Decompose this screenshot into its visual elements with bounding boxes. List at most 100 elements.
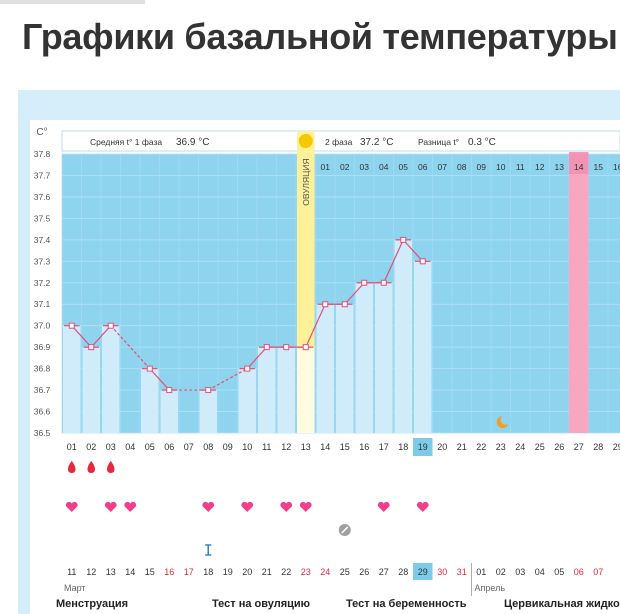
temperature-line-segment	[344, 282, 365, 305]
heart-icon	[241, 501, 254, 512]
cycle-day-label: 18	[398, 442, 408, 452]
legend-pregnancy-test[interactable]: Тест на беременность	[346, 598, 467, 610]
temperature-point[interactable]	[302, 344, 309, 351]
phase2-day-label: 09	[477, 162, 487, 172]
cycle-day-label: 29	[613, 442, 620, 452]
date-label: 30	[437, 567, 447, 577]
selected-day-cell	[413, 438, 433, 456]
phase1-value: 36.9 °C	[176, 137, 209, 148]
temperature-point[interactable]	[400, 236, 407, 243]
cycle-day-label: 22	[476, 442, 486, 452]
heart-icon	[377, 501, 390, 512]
cycle-day-label: 01	[67, 442, 77, 452]
date-label: 21	[262, 567, 272, 577]
temperature-line-segment	[246, 346, 268, 370]
date-label: 27	[379, 567, 389, 577]
ovulation-label: ОВУЛЯЦИЯ	[301, 158, 311, 205]
phase2-day-label: 06	[418, 162, 428, 172]
date-label: 03	[515, 567, 525, 577]
selected-date-cell	[413, 563, 433, 580]
temperature-point[interactable]	[166, 387, 173, 394]
cycle-day-label: 23	[496, 442, 506, 452]
temperature-point[interactable]	[244, 365, 251, 372]
heart-icon	[124, 501, 137, 512]
cycle-day-label: 02	[86, 442, 96, 452]
phase2-day-label: 04	[379, 162, 389, 172]
cycle-day-label: 19	[418, 442, 428, 452]
temperature-point[interactable]	[88, 344, 95, 351]
phase2-day-label: 10	[496, 162, 506, 172]
cycle-day-label: 17	[379, 442, 389, 452]
temperature-bar	[63, 325, 81, 433]
date-label: 23	[301, 567, 311, 577]
date-label: 15	[145, 567, 155, 577]
date-label: 25	[340, 567, 350, 577]
cycle-day-label: 27	[574, 442, 584, 452]
diff-label: Разница t°	[418, 137, 459, 147]
y-tick-label: 37.5	[34, 213, 51, 223]
heart-icon	[65, 501, 78, 512]
temperature-bar	[160, 390, 178, 433]
date-label: 01	[476, 567, 486, 577]
temperature-bar	[238, 368, 256, 433]
temperature-point[interactable]	[283, 344, 290, 351]
cycle-day-label: 09	[223, 442, 233, 452]
date-label: 26	[359, 567, 369, 577]
temperature-point[interactable]	[341, 301, 348, 308]
date-label: 04	[535, 567, 545, 577]
cycle-day-label: 13	[301, 442, 311, 452]
temperature-point[interactable]	[107, 322, 114, 329]
cycle-day-label: 04	[125, 442, 135, 452]
temperature-point[interactable]	[146, 365, 153, 372]
pregnancy-test-icon-slash	[341, 526, 349, 534]
phase2-day-label: 08	[457, 162, 467, 172]
legend-ovulation-test[interactable]: Тест на овуляцию	[212, 598, 311, 610]
temperature-bar	[336, 304, 354, 433]
temperature-point[interactable]	[68, 322, 75, 329]
menstruation-drop-icon	[87, 461, 95, 473]
temperature-line-segment	[383, 239, 404, 284]
y-tick-label: 36.9	[34, 342, 51, 352]
cycle-day-label: 21	[457, 442, 467, 452]
today-column	[569, 154, 589, 433]
phase2-day-label: 15	[594, 162, 604, 172]
phase2-day-label: 11	[516, 162, 525, 172]
temperature-point[interactable]	[322, 301, 329, 308]
phase2-day-label: 13	[555, 162, 565, 172]
chart-header	[61, 130, 620, 152]
date-label: 06	[574, 567, 584, 577]
temperature-line-segment	[207, 368, 248, 391]
cycle-day-label: 20	[437, 442, 447, 452]
temperature-point[interactable]	[205, 387, 212, 394]
temperature-bar	[141, 368, 159, 433]
month-label-april: Апрель	[475, 583, 506, 593]
y-tick-label: 37.0	[34, 321, 51, 331]
y-tick-label: 37.3	[34, 256, 51, 266]
date-label: 31	[457, 567, 467, 577]
date-label: 11	[67, 567, 76, 577]
phase2-day-label: 05	[399, 162, 409, 172]
cycle-day-label: 08	[203, 442, 213, 452]
date-label: 22	[281, 567, 291, 577]
temperature-line-segment	[305, 303, 326, 348]
cycle-day-label: 12	[281, 442, 291, 452]
legend-cervical-fluid[interactable]: Цервикальная жидкость	[504, 598, 620, 610]
temperature-bar	[394, 239, 412, 433]
temperature-point[interactable]	[263, 344, 270, 351]
y-tick-label: 37.2	[34, 278, 51, 288]
moon-icon-cutout	[500, 414, 511, 425]
date-label: 02	[496, 567, 506, 577]
legend-menstruation[interactable]: Менструация	[56, 598, 129, 610]
y-tick-label: 37.1	[34, 299, 51, 309]
heart-icon	[416, 501, 429, 512]
temperature-line-segment	[402, 239, 424, 262]
y-tick-label: 36.5	[34, 428, 51, 438]
cycle-day-label: 26	[554, 442, 564, 452]
temperature-point[interactable]	[361, 279, 368, 286]
date-label: 24	[320, 567, 330, 577]
cycle-day-label: 15	[340, 442, 350, 452]
temperature-point[interactable]	[380, 279, 387, 286]
diff-value: 0.3 °C	[468, 137, 496, 148]
date-label: 16	[164, 567, 174, 577]
temperature-point[interactable]	[419, 258, 426, 265]
